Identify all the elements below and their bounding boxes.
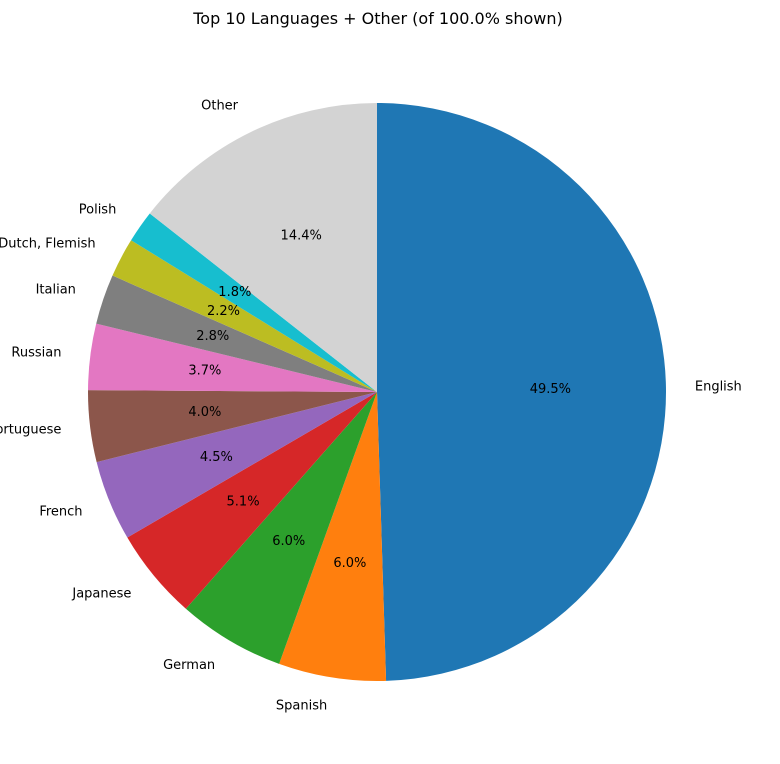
category-label-french: French xyxy=(39,504,82,519)
percent-label-dutch-flemish: 2.2% xyxy=(207,304,240,319)
pie-slice-italian xyxy=(96,275,378,392)
pie-slice-japanese xyxy=(127,392,377,609)
category-label-russian: Russian xyxy=(11,346,61,361)
pie-slice-spanish xyxy=(279,392,387,681)
category-label-other: Other xyxy=(201,99,239,114)
percent-labels: 49.5% 6.0% 6.0% 5.1% 4.5% 4.0% 3.7% 2.8% 2.2% 1.8… xyxy=(188,229,571,571)
percent-label-portuguese: 4.0% xyxy=(188,405,221,420)
pie-slice-portuguese xyxy=(88,390,377,463)
percent-label-spanish: 6.0% xyxy=(333,556,366,571)
chart-title: Top 10 Languages + Other (of 100.0% show… xyxy=(192,9,563,28)
category-label-portuguese: Portuguese xyxy=(0,422,61,437)
pie-slice-russian xyxy=(88,323,377,392)
percent-label-english: 49.5% xyxy=(530,382,571,397)
percent-label-russian: 3.7% xyxy=(188,363,221,378)
percent-label-japanese: 5.1% xyxy=(227,495,260,510)
pie-slice-polish xyxy=(131,213,377,392)
category-label-german: German xyxy=(163,658,215,673)
percent-label-italian: 2.8% xyxy=(196,329,229,344)
category-label-dutch-flemish: Dutch, Flemish xyxy=(0,237,96,252)
pie-slices xyxy=(88,103,667,681)
category-label-english: English xyxy=(695,380,742,395)
percent-label-german: 6.0% xyxy=(272,534,305,549)
category-label-japanese: Japanese xyxy=(71,586,131,601)
percent-label-other: 14.4% xyxy=(281,229,322,244)
pie-slice-french xyxy=(96,392,377,538)
percent-label-french: 4.5% xyxy=(200,450,233,465)
category-labels: English Spanish German Japanese French Portug… xyxy=(0,99,742,714)
percent-label-polish: 1.8% xyxy=(218,285,251,300)
category-label-polish: Polish xyxy=(79,203,117,218)
pie-slice-dutch-flemish xyxy=(112,240,377,392)
pie-slice-other xyxy=(149,103,377,392)
pie-slice-english xyxy=(377,103,667,681)
category-label-italian: Italian xyxy=(36,282,76,297)
pie-slice-german xyxy=(185,392,377,664)
category-label-spanish: Spanish xyxy=(276,698,327,713)
